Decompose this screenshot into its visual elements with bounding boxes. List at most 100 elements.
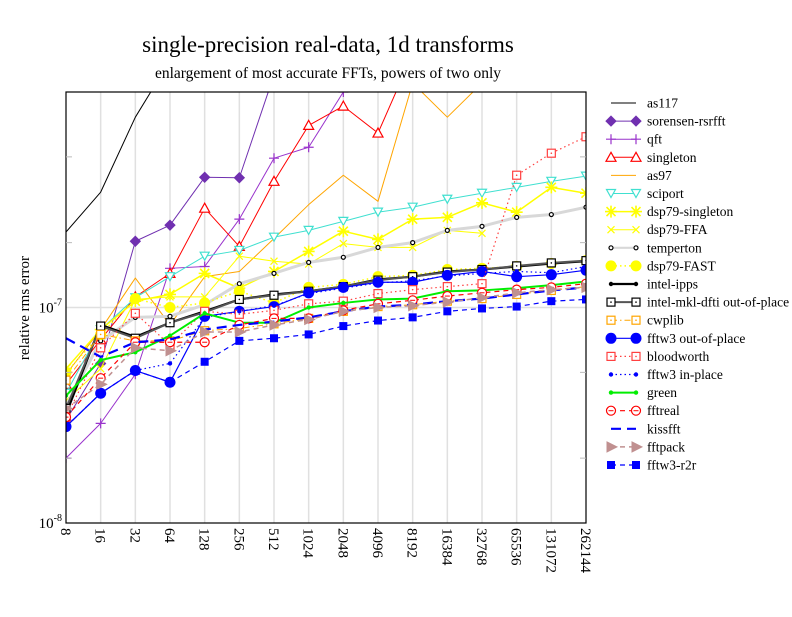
series-line-intel-ipps <box>66 260 586 415</box>
legend-label: green <box>647 385 677 400</box>
legend-label: as97 <box>647 168 672 183</box>
x-tick-label: 64 <box>161 528 177 544</box>
data-point-sciport <box>476 188 488 199</box>
data-point-sorensen-rsrfft <box>164 219 176 231</box>
square-marker-center <box>610 355 612 358</box>
data-point-dsp79-ffa <box>96 364 105 373</box>
data-point-fftpack <box>338 305 351 318</box>
square-marker-center <box>515 265 518 267</box>
x-tick-label: 128 <box>196 528 212 551</box>
legend-marker <box>631 351 641 361</box>
data-point-sciport <box>511 182 523 193</box>
legend-label: qft <box>647 132 662 147</box>
data-point-fftw3-in-place <box>549 270 554 275</box>
legend-label: dsp79-FAST <box>647 258 717 273</box>
y-tick-exponent: -8 <box>54 513 62 524</box>
legend-marker <box>630 260 642 272</box>
legend-marker <box>605 332 617 344</box>
series-as97 <box>66 92 474 375</box>
y-tick-base: 10 <box>39 516 54 532</box>
data-point-sciport <box>372 207 384 218</box>
data-point-fftw3-r2r <box>339 322 348 331</box>
data-point-dsp79-singleton <box>406 213 419 226</box>
data-point-dsp79-singleton <box>545 181 558 194</box>
x-tick-label: 256 <box>230 528 246 551</box>
data-point-fftw3-r2r <box>200 357 209 366</box>
legend-marker <box>606 441 619 453</box>
series-line-as97 <box>66 92 474 375</box>
series-bloodworth <box>66 132 586 422</box>
legend-label: intel-mkl-dfti out-of-place <box>647 295 789 310</box>
data-point-green <box>306 305 311 310</box>
x-tick-label: 131072 <box>542 528 558 573</box>
data-point-temperton <box>410 240 416 246</box>
legend-label: fftw3 in-place <box>647 367 723 382</box>
data-point-fftpack <box>269 319 282 331</box>
data-point-temperton <box>271 270 277 276</box>
x-tick-label: 16 <box>92 528 108 544</box>
square-marker-center <box>550 152 553 155</box>
data-point-fftw3-r2r <box>96 389 105 398</box>
legend-marker <box>632 461 640 469</box>
series-layer <box>66 92 586 464</box>
data-point-fftpack <box>408 299 420 312</box>
data-point-dsp79-singleton <box>198 267 211 280</box>
legend-label: bloodworth <box>647 349 709 364</box>
data-point-fftreal <box>199 337 210 348</box>
data-point-dsp79-fast <box>129 293 141 305</box>
legend-marker <box>630 405 642 416</box>
legend-marker <box>631 441 644 453</box>
data-point-dsp79-ffa <box>270 257 278 266</box>
x-tick-label: 32768 <box>473 528 489 566</box>
legend-label: dsp79-FFA <box>647 222 708 237</box>
square-marker-center <box>238 298 241 301</box>
data-point-fftw3-r2r <box>443 307 452 316</box>
legend-item-intel-ipps: intel-ipps <box>608 277 698 292</box>
square-marker-center <box>550 262 553 264</box>
data-point-bloodworth <box>512 170 522 180</box>
y-tick-label: 10-8 <box>39 513 62 532</box>
series-sorensen-rsrfft <box>66 92 269 426</box>
square-marker-center <box>481 282 483 285</box>
data-point-qft <box>303 142 314 153</box>
series-intel-mkl-dfti-out-of-place <box>66 256 586 414</box>
data-point-dsp79-fast <box>164 302 176 313</box>
square-marker-center <box>99 347 102 349</box>
series-line-fftw3-out-of-place <box>66 269 586 428</box>
series-line-fftreal <box>66 283 586 418</box>
data-point-fftw3-in-place <box>237 309 242 314</box>
square-marker-center <box>99 333 102 336</box>
data-point-fftw3-in-place <box>375 280 381 286</box>
legend-marker <box>630 205 642 218</box>
square-marker-center <box>238 313 241 316</box>
data-point-dsp79-ffa <box>478 229 486 238</box>
data-point-cwplib <box>96 329 106 340</box>
data-point-intel-mkl-dfti-out-of-place <box>269 290 279 300</box>
x-tick-label: 8 <box>57 528 73 536</box>
data-point-dsp79-ffa <box>166 292 174 301</box>
legend-item-qft: qft <box>606 132 662 147</box>
square-marker-center <box>610 301 612 303</box>
data-point-intel-mkl-dfti-out-of-place <box>546 258 556 268</box>
data-point-dsp79-singleton <box>441 211 454 224</box>
square-marker-center <box>273 309 275 312</box>
data-point-fftw3-r2r <box>304 330 313 339</box>
series-line-intel-mkl-dfti-out-of-place <box>66 259 586 409</box>
y-tick-label: 10-7 <box>39 298 62 317</box>
legend-item-sciport: sciport <box>605 186 684 201</box>
data-point-singleton <box>302 119 315 130</box>
data-point-dsp79-singleton <box>510 206 523 219</box>
series-fftw3-r2r <box>66 295 586 431</box>
data-point-singleton <box>337 99 350 111</box>
square-marker-center <box>99 325 102 327</box>
y-tick-exponent: -7 <box>54 298 62 309</box>
data-point-fftpack <box>546 283 559 296</box>
data-point-fftw3-r2r <box>66 422 70 431</box>
data-point-fftpack <box>234 326 247 338</box>
square-marker-center <box>635 301 637 303</box>
legend: as117 sorensen-rsrfft qft singleton as97 scip… <box>604 96 789 473</box>
x-tick-label: 1024 <box>300 528 316 559</box>
data-point-fftpack <box>66 404 74 413</box>
data-point-dsp79-fast <box>233 285 245 297</box>
data-point-singleton <box>267 175 281 186</box>
